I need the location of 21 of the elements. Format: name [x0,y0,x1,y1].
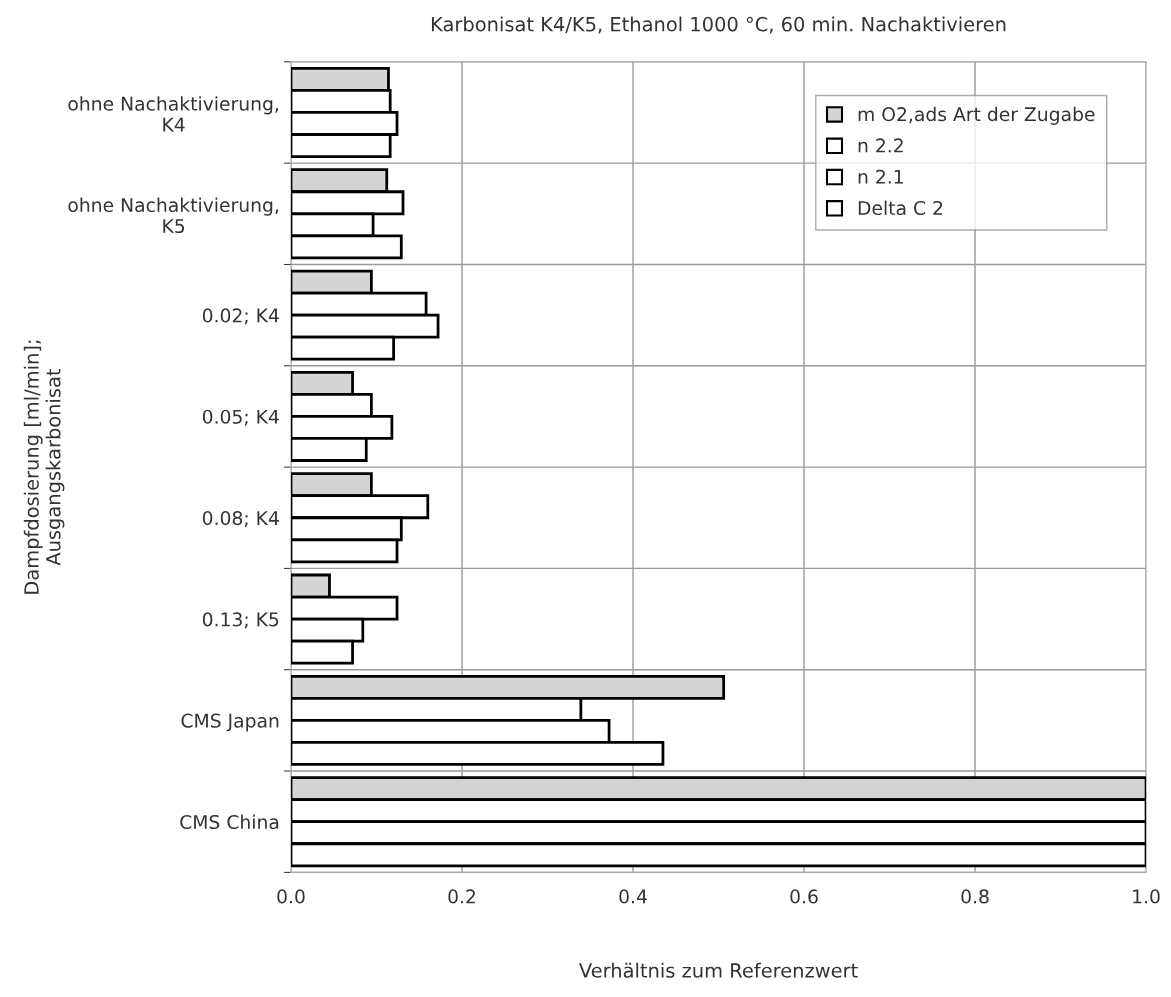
y-tick-label: 0.08; K4 [202,510,279,528]
y-tick-label: 0.13; K5 [202,612,279,629]
x-tick-label: 0.4 [619,889,647,904]
y-tick-label: 0.02; K4 [202,308,279,325]
y-tick-label: ohne Nachaktivierung, K5 [68,197,279,234]
y-tick-label: CMS China [180,814,279,830]
legend-label: Delta C 2 [858,200,943,216]
x-axis-title: Verhältnis zum Referenzwert [579,962,858,978]
legend-label: m O2,ads Art der Zugabe [858,106,1095,125]
x-tick-label: 0.2 [448,889,476,904]
x-tick-label: 0.6 [790,889,818,904]
x-tick-label: 0.8 [961,889,989,904]
x-tick-label: 1.0 [1133,889,1160,904]
y-tick-label: CMS Japan [181,713,279,732]
y-axis-title: Dampfdosierung [ml/min]; Ausgangskarbonisat [23,340,65,594]
legend-label: n 2.1 [858,169,903,184]
x-tick-label: 0.0 [277,889,305,904]
y-tick-label: 0.05; K4 [202,409,279,426]
chart-title: Karbonisat K4/K5, Ethanol 1000 °C, 60 min. Nachaktivieren [431,16,1006,34]
y-tick-label: ohne Nachaktivierung, K4 [68,96,279,132]
legend-label: n 2.2 [858,138,903,153]
